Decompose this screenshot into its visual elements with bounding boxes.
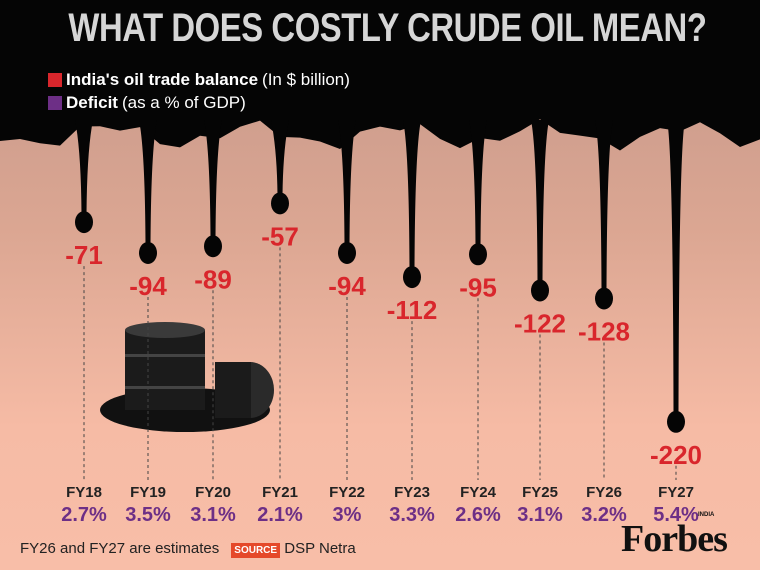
year-label: FY19 — [130, 484, 166, 501]
oil-drop — [271, 192, 289, 215]
oil-drop — [75, 211, 93, 234]
deficit-label: 3% — [333, 504, 362, 526]
source-badge: SOURCE — [231, 543, 281, 558]
barrel-ring — [125, 354, 205, 357]
deficit-label: 3.3% — [389, 504, 435, 526]
trade-balance-label: -94 — [129, 271, 167, 301]
deficit-label: 3.1% — [190, 504, 236, 526]
trade-balance-label: -220 — [650, 440, 702, 470]
legend-label: India's oil trade balance — [66, 70, 259, 89]
oil-drop — [338, 241, 356, 264]
trade-balance-label: -112 — [387, 295, 438, 325]
deficit-label: 2.1% — [257, 504, 303, 526]
year-label: FY21 — [262, 484, 298, 501]
year-label: FY18 — [66, 484, 102, 501]
legend-swatch — [48, 73, 62, 87]
page-title: WHAT DOES COSTLY CRUDE OIL MEAN? — [68, 6, 707, 50]
trade-balance-label: -71 — [65, 240, 103, 270]
oil-drip — [531, 120, 549, 283]
forbes-logo: Forbes — [621, 518, 728, 560]
year-label: FY27 — [658, 484, 694, 501]
deficit-label: 2.7% — [61, 504, 107, 526]
oil-drip — [595, 120, 613, 291]
estimates-note: FY26 and FY27 are estimates — [20, 540, 220, 557]
barrel — [215, 362, 251, 418]
barrel-ring — [125, 386, 205, 389]
oil-drop — [667, 410, 685, 433]
legend-swatch — [48, 96, 62, 110]
oil-drop — [531, 279, 549, 302]
oil-drop — [204, 235, 222, 258]
year-label: FY23 — [394, 484, 430, 501]
source-text: DSP Netra — [284, 540, 356, 557]
year-label: FY25 — [522, 484, 558, 501]
oil-drip — [469, 120, 487, 247]
trade-balance-label: -128 — [578, 317, 630, 347]
trade-balance-label: -89 — [194, 264, 232, 294]
deficit-label: 2.6% — [455, 504, 501, 526]
year-label: FY24 — [460, 484, 497, 501]
trade-balance-label: -95 — [459, 272, 497, 302]
legend-unit: (as a % of GDP) — [121, 93, 246, 112]
trade-balance-label: -57 — [261, 221, 299, 251]
deficit-label: 3.2% — [581, 504, 627, 526]
oil-drop — [595, 287, 613, 310]
barrel-lid — [125, 322, 205, 338]
deficit-label: 5.4% — [653, 504, 699, 526]
forbes-logo-sub: INDIA — [698, 512, 715, 518]
legend-trade-balance: India's oil trade balance (In $ billion) — [48, 70, 350, 90]
legend-deficit: Deficit (as a % of GDP) — [48, 93, 246, 113]
year-label: FY20 — [195, 484, 231, 501]
oil-drip — [204, 120, 222, 239]
oil-drip — [403, 120, 421, 270]
oil-drip — [338, 120, 356, 245]
barrel — [125, 330, 205, 410]
deficit-label: 3.5% — [125, 504, 171, 526]
oil-drip — [139, 120, 157, 245]
footnote: FY26 and FY27 are estimates SOURCE DSP N… — [20, 540, 356, 558]
oil-drip — [271, 120, 289, 196]
trade-balance-label: -122 — [514, 308, 566, 338]
legend-label: Deficit — [66, 93, 118, 112]
year-label: FY22 — [329, 484, 365, 501]
oil-drop — [469, 243, 487, 266]
oil-drip — [667, 120, 685, 414]
year-label: FY26 — [586, 484, 622, 501]
trade-balance-label: -94 — [328, 271, 366, 301]
oil-drop — [403, 266, 421, 289]
oil-drip — [75, 120, 93, 215]
oil-drop — [139, 241, 157, 264]
legend-unit: (In $ billion) — [262, 70, 350, 89]
oil-band — [0, 0, 760, 151]
deficit-label: 3.1% — [517, 504, 563, 526]
